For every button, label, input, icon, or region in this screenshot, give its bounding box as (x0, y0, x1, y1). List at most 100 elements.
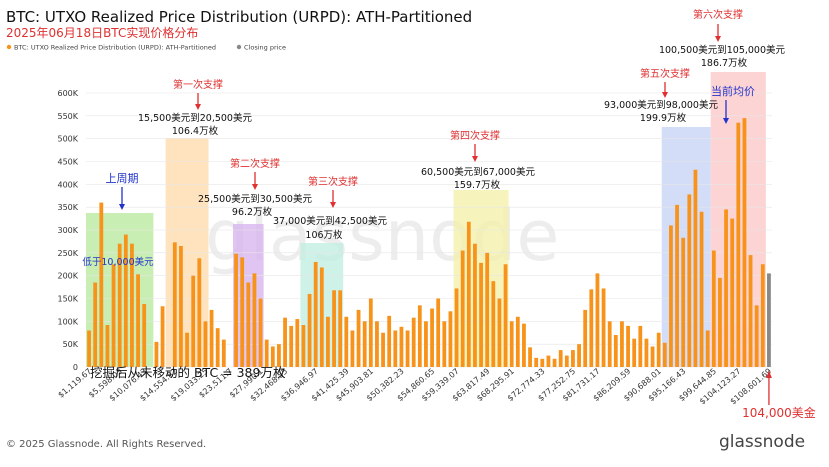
urpd-bar[interactable] (209, 309, 214, 367)
urpd-bar[interactable] (454, 288, 459, 367)
urpd-bar[interactable] (295, 319, 300, 367)
urpd-bar[interactable] (705, 330, 710, 367)
urpd-bar[interactable] (681, 237, 686, 367)
urpd-bar[interactable] (197, 258, 202, 367)
urpd-bar[interactable] (442, 321, 447, 367)
urpd-bar[interactable] (240, 257, 245, 367)
urpd-bar[interactable] (368, 298, 373, 368)
urpd-bar[interactable] (246, 282, 251, 367)
urpd-bar[interactable] (93, 282, 98, 367)
urpd-bar[interactable] (111, 264, 116, 367)
urpd-bar[interactable] (760, 264, 765, 367)
urpd-bar[interactable] (136, 274, 140, 367)
urpd-bar[interactable] (117, 243, 122, 367)
urpd-bar[interactable] (595, 273, 600, 367)
urpd-bar[interactable] (699, 211, 704, 367)
urpd-bar[interactable] (736, 122, 741, 367)
urpd-bar[interactable] (546, 355, 551, 367)
urpd-bar[interactable] (620, 321, 624, 367)
urpd-bar[interactable] (460, 250, 465, 367)
urpd-bar[interactable] (730, 218, 735, 367)
urpd-bar[interactable] (718, 277, 722, 367)
urpd-bar[interactable] (319, 267, 324, 367)
urpd-bar[interactable] (558, 350, 563, 367)
urpd-bar[interactable] (123, 234, 128, 367)
urpd-bar[interactable] (503, 264, 508, 367)
urpd-bar[interactable] (142, 303, 147, 367)
urpd-bar[interactable] (662, 342, 667, 367)
urpd-bar[interactable] (203, 321, 208, 367)
urpd-bar[interactable] (215, 328, 220, 367)
urpd-bar[interactable] (509, 321, 514, 367)
urpd-bar[interactable] (626, 325, 630, 367)
urpd-bar[interactable] (571, 350, 575, 367)
urpd-bar[interactable] (105, 324, 110, 367)
urpd-bar[interactable] (307, 293, 312, 367)
urpd-bar[interactable] (473, 243, 477, 367)
urpd-bar[interactable] (601, 288, 606, 367)
urpd-bar[interactable] (748, 255, 753, 367)
urpd-bar[interactable] (424, 321, 428, 367)
urpd-bar[interactable] (485, 252, 490, 367)
closing-price-bar[interactable] (767, 273, 771, 367)
urpd-bar[interactable] (130, 243, 134, 367)
urpd-bar[interactable] (656, 332, 661, 367)
urpd-bar[interactable] (687, 194, 692, 367)
urpd-bar[interactable] (381, 332, 385, 367)
urpd-bar[interactable] (283, 317, 287, 367)
urpd-bar[interactable] (436, 298, 441, 368)
urpd-bar[interactable] (160, 306, 165, 367)
urpd-bar[interactable] (479, 262, 483, 367)
urpd-bar[interactable] (179, 245, 183, 367)
urpd-bar[interactable] (577, 344, 581, 367)
urpd-bar[interactable] (99, 202, 104, 367)
glassnode-logo[interactable]: glassnode (719, 432, 805, 452)
urpd-bar[interactable] (350, 330, 355, 367)
urpd-bar[interactable] (332, 290, 336, 367)
urpd-bar[interactable] (326, 316, 330, 367)
urpd-bar[interactable] (430, 308, 434, 367)
urpd-bar[interactable] (387, 315, 392, 367)
urpd-bar[interactable] (264, 339, 269, 367)
urpd-bar[interactable] (185, 332, 189, 367)
urpd-bar[interactable] (638, 325, 643, 367)
urpd-bar[interactable] (497, 298, 502, 368)
urpd-bar[interactable] (607, 321, 612, 367)
urpd-bar[interactable] (277, 344, 281, 367)
urpd-bar[interactable] (693, 169, 698, 367)
urpd-bar[interactable] (411, 317, 416, 367)
urpd-bar[interactable] (234, 253, 238, 367)
urpd-bar[interactable] (191, 275, 196, 367)
urpd-bar[interactable] (613, 335, 618, 367)
urpd-bar[interactable] (258, 298, 263, 368)
urpd-bar[interactable] (252, 273, 257, 367)
urpd-bar[interactable] (466, 221, 471, 367)
urpd-bar[interactable] (393, 330, 398, 367)
urpd-bar[interactable] (669, 225, 673, 367)
urpd-bar[interactable] (534, 357, 539, 367)
urpd-bar[interactable] (289, 325, 294, 367)
legend-label-urpd[interactable]: BTC: UTXO Realized Price Distribution (U… (14, 44, 216, 52)
urpd-bar[interactable] (528, 347, 532, 367)
urpd-bar[interactable] (632, 338, 637, 367)
urpd-bar[interactable] (356, 309, 361, 367)
urpd-bar[interactable] (564, 355, 569, 367)
urpd-bar[interactable] (87, 330, 91, 367)
legend-label-closing[interactable]: Closing price (244, 44, 286, 52)
urpd-bar[interactable] (583, 309, 588, 367)
urpd-bar[interactable] (644, 338, 649, 367)
urpd-bar[interactable] (650, 346, 655, 367)
urpd-bar[interactable] (344, 316, 349, 367)
urpd-bar[interactable] (338, 290, 343, 367)
urpd-bar[interactable] (313, 261, 318, 367)
urpd-bar[interactable] (552, 358, 557, 367)
urpd-bar[interactable] (742, 118, 747, 367)
urpd-bar[interactable] (362, 321, 367, 367)
urpd-bar[interactable] (172, 242, 177, 367)
urpd-bar[interactable] (675, 204, 679, 367)
urpd-bar[interactable] (491, 281, 496, 367)
urpd-bar[interactable] (154, 341, 159, 367)
urpd-bar[interactable] (589, 289, 594, 367)
urpd-bar[interactable] (375, 321, 379, 367)
urpd-bar[interactable] (301, 324, 306, 367)
